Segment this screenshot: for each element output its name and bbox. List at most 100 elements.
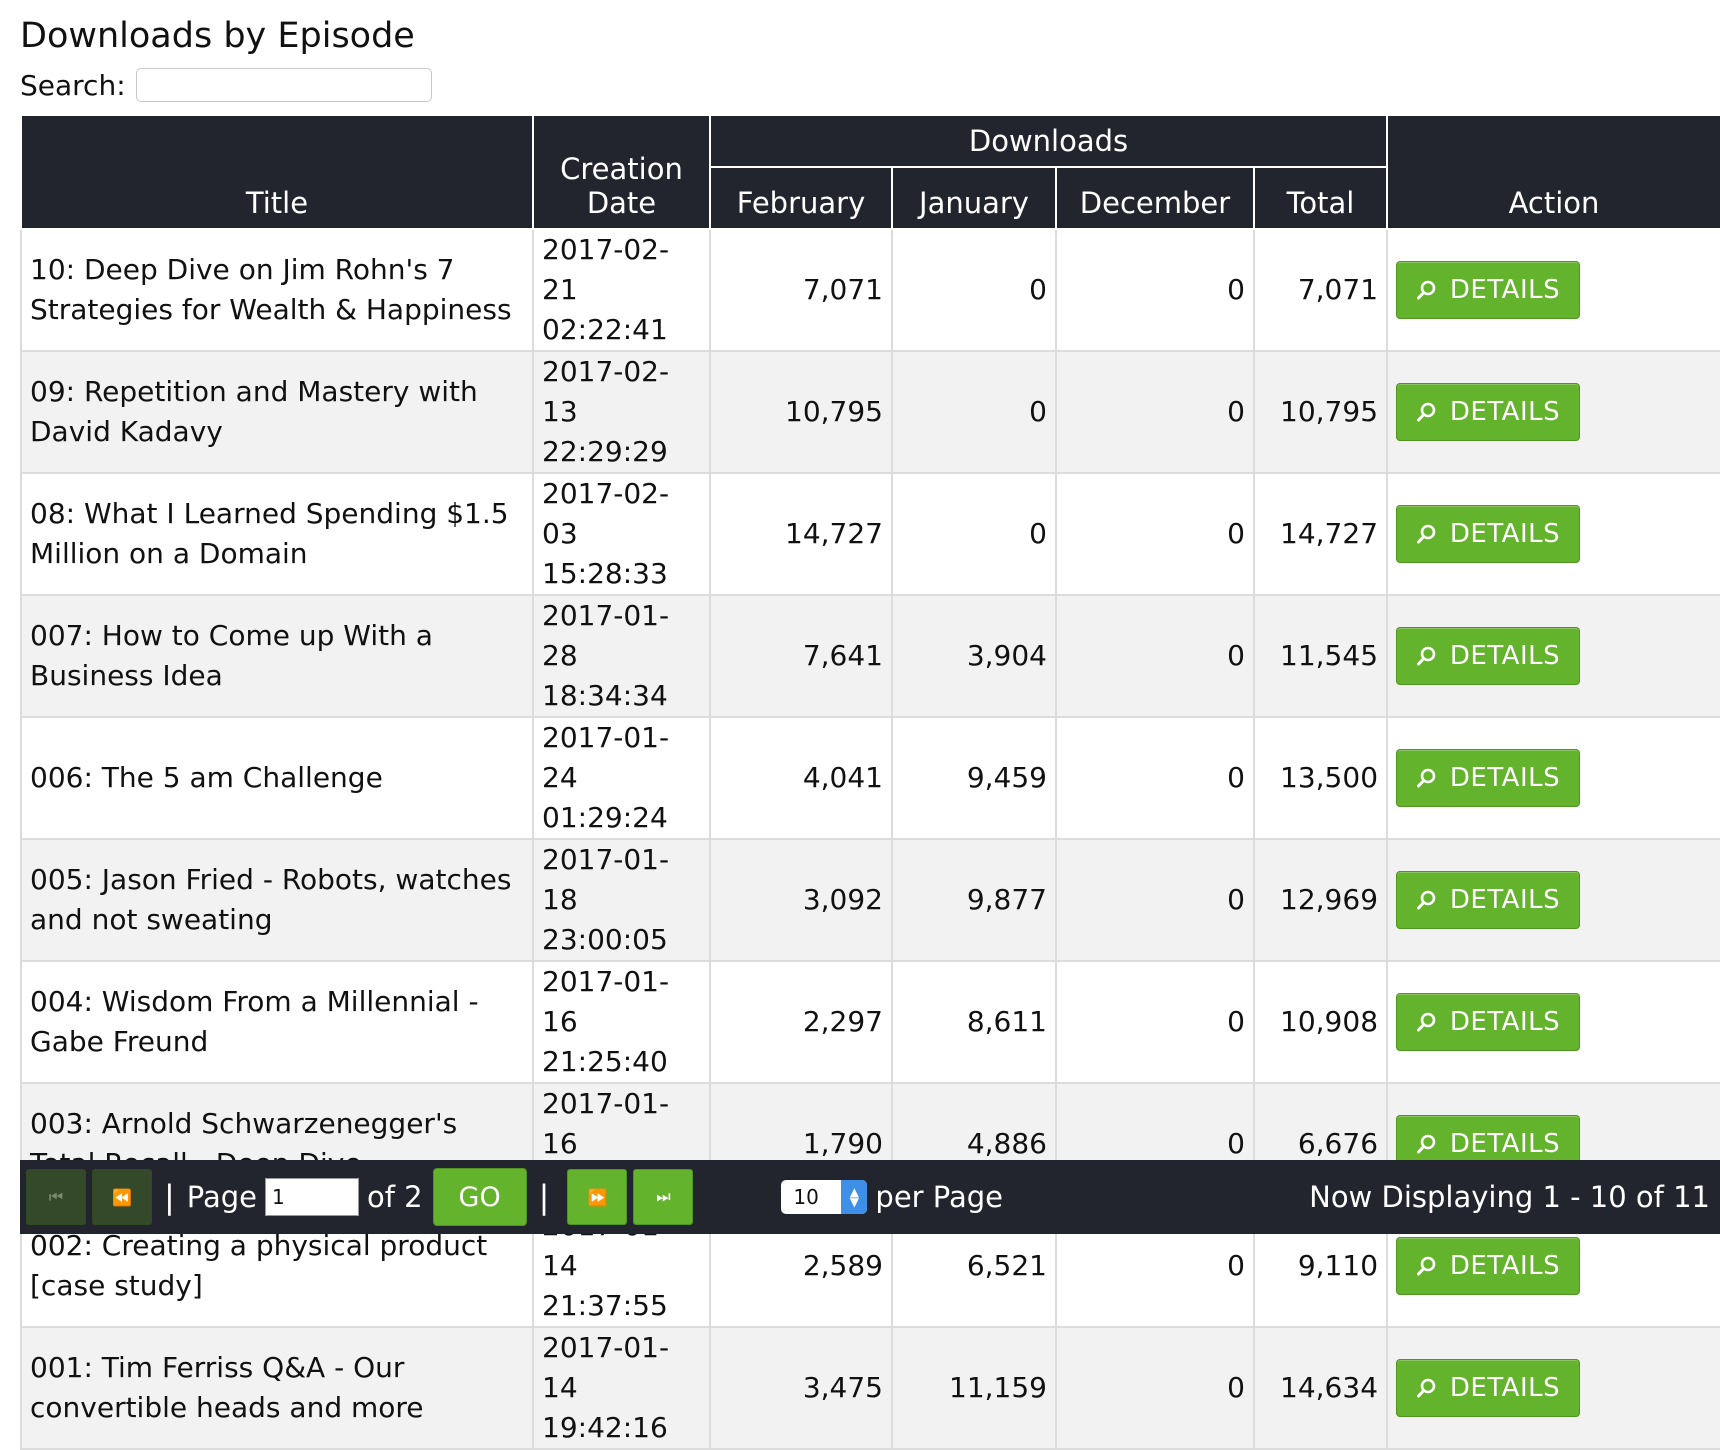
pagination-separator: | (164, 1178, 175, 1216)
details-label: DETAILS (1449, 1129, 1561, 1159)
details-button[interactable]: DETAILS (1396, 383, 1581, 441)
cell-january: 9,459 (891, 716, 1057, 840)
details-button[interactable]: DETAILS (1396, 505, 1581, 563)
cell-action: DETAILS (1386, 716, 1720, 840)
table-row: 007: How to Come up With a Business Idea… (20, 594, 1720, 718)
details-label: DETAILS (1449, 1251, 1561, 1281)
details-button[interactable]: DETAILS (1396, 871, 1581, 929)
details-button[interactable]: DETAILS (1396, 627, 1581, 685)
prev-page-icon: ⏪ (112, 1187, 132, 1207)
cell-action: DETAILS (1386, 838, 1720, 962)
downloads-table: Title Creation Date Downloads Action Feb… (20, 114, 1720, 1450)
search-row: Search: (20, 66, 432, 104)
cell-january: 0 (891, 350, 1057, 474)
header-february[interactable]: February (709, 166, 893, 230)
magnifier-icon (1416, 1255, 1450, 1277)
cell-december: 0 (1055, 472, 1255, 596)
page-number-input[interactable] (265, 1178, 359, 1216)
details-button[interactable]: DETAILS (1396, 749, 1581, 807)
cell-total: 11,545 (1252, 594, 1389, 718)
cell-title: 001: Tim Ferriss Q&A - Our convertible h… (20, 1326, 534, 1450)
header-january[interactable]: January (891, 166, 1057, 230)
cell-february: 3,475 (709, 1326, 893, 1450)
cell-total: 12,969 (1252, 838, 1389, 962)
cell-total: 14,727 (1252, 472, 1389, 596)
cell-title: 10: Deep Dive on Jim Rohn's 7 Strategies… (20, 228, 534, 352)
cell-total: 7,071 (1252, 228, 1389, 352)
cell-january: 11,159 (891, 1326, 1057, 1450)
details-label: DETAILS (1449, 763, 1561, 793)
cell-december: 0 (1055, 594, 1255, 718)
cell-action: DETAILS (1386, 472, 1720, 596)
next-page-icon: ⏩ (587, 1187, 608, 1207)
details-button[interactable]: DETAILS (1396, 993, 1581, 1051)
table-row: 005: Jason Fried - Robots, watches and n… (20, 838, 1720, 962)
first-page-button[interactable]: ⏮ (26, 1169, 86, 1225)
cell-january: 8,611 (891, 960, 1057, 1084)
displaying-status: Now Displaying 1 - 10 of 11 (1309, 1180, 1710, 1214)
details-label: DETAILS (1449, 519, 1561, 549)
cell-title: 005: Jason Fried - Robots, watches and n… (20, 838, 534, 962)
magnifier-icon (1416, 401, 1450, 423)
prev-page-button[interactable]: ⏪ (92, 1169, 152, 1225)
cell-action: DETAILS (1386, 228, 1720, 352)
cell-title: 006: The 5 am Challenge (20, 716, 534, 840)
cell-january: 3,904 (891, 594, 1057, 718)
cell-total: 13,500 (1252, 716, 1389, 840)
magnifier-icon (1416, 767, 1450, 789)
table-row: 001: Tim Ferriss Q&A - Our convertible h… (20, 1326, 1720, 1450)
pagination-separator-2: | (538, 1178, 550, 1216)
header-december[interactable]: December (1055, 166, 1255, 230)
last-page-button[interactable]: ⏭ (633, 1169, 694, 1225)
details-label: DETAILS (1449, 641, 1561, 671)
details-button[interactable]: DETAILS (1396, 261, 1581, 319)
cell-december: 0 (1055, 228, 1255, 352)
details-label: DETAILS (1449, 397, 1561, 427)
page-total-label: of 2 (367, 1180, 423, 1214)
first-page-icon: ⏮ (48, 1187, 64, 1206)
cell-creation-date: 2017-01-24 01:29:24 (532, 716, 711, 840)
cell-title: 08: What I Learned Spending $1.5 Million… (20, 472, 534, 596)
cell-february: 3,092 (709, 838, 893, 962)
table-body: 10: Deep Dive on Jim Rohn's 7 Strategies… (20, 228, 1720, 1450)
cell-december: 0 (1055, 960, 1255, 1084)
cell-december: 0 (1055, 1326, 1255, 1450)
magnifier-icon (1416, 279, 1450, 301)
cell-creation-date: 2017-01-18 23:00:05 (532, 838, 711, 962)
cell-creation-date: 2017-02-21 02:22:41 (532, 228, 711, 352)
up-down-chevron-icon: ▲ ▼ (841, 1180, 868, 1214)
cell-total: 10,908 (1252, 960, 1389, 1084)
search-input[interactable] (135, 68, 432, 102)
cell-total: 14,634 (1252, 1326, 1389, 1450)
header-title[interactable]: Title (20, 114, 534, 230)
cell-title: 007: How to Come up With a Business Idea (20, 594, 534, 718)
cell-february: 2,297 (709, 960, 893, 1084)
per-page-label: per Page (875, 1180, 1004, 1214)
details-button[interactable]: DETAILS (1396, 1237, 1581, 1295)
details-button[interactable]: DETAILS (1396, 1359, 1581, 1417)
header-creation-date[interactable]: Creation Date (532, 114, 711, 230)
go-button[interactable]: GO (432, 1168, 527, 1226)
cell-december: 0 (1055, 838, 1255, 962)
cell-action: DETAILS (1386, 594, 1720, 718)
table-row: 08: What I Learned Spending $1.5 Million… (20, 472, 1720, 596)
magnifier-icon (1416, 645, 1450, 667)
cell-december: 0 (1055, 716, 1255, 840)
header-total[interactable]: Total (1252, 166, 1389, 230)
magnifier-icon (1416, 523, 1450, 545)
table-row: 09: Repetition and Mastery with David Ka… (20, 350, 1720, 474)
cell-creation-date: 2017-01-16 21:25:40 (532, 960, 711, 1084)
per-page-value: 10 (793, 1185, 819, 1209)
next-page-button[interactable]: ⏩ (567, 1169, 628, 1225)
page-label: Page (186, 1180, 257, 1214)
magnifier-icon (1416, 1377, 1450, 1399)
magnifier-icon (1416, 1133, 1450, 1155)
details-label: DETAILS (1449, 275, 1561, 305)
cell-january: 0 (891, 228, 1057, 352)
cell-title: 09: Repetition and Mastery with David Ka… (20, 350, 534, 474)
table-row: 10: Deep Dive on Jim Rohn's 7 Strategies… (20, 228, 1720, 352)
page-title: Downloads by Episode (20, 16, 415, 56)
cell-february: 7,071 (709, 228, 893, 352)
per-page-select[interactable]: 10 ▲ ▼ (781, 1180, 868, 1214)
table-row: 004: Wisdom From a Millennial - Gabe Fre… (20, 960, 1720, 1084)
